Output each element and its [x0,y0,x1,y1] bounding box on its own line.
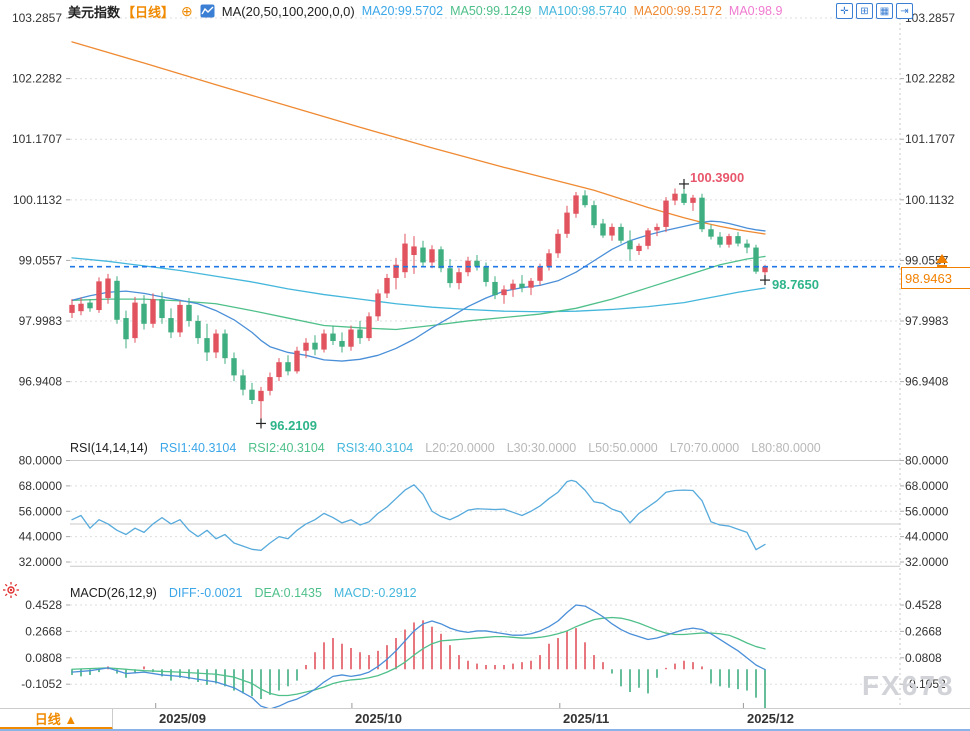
collapse-icon[interactable]: ⇥ [896,3,913,19]
svg-text:0.4528: 0.4528 [25,598,62,612]
svg-text:68.0000: 68.0000 [905,479,949,493]
price-up-arrow-icon [936,254,948,263]
month-label-nov: 2025/11 [563,711,610,726]
price-markers-layer [256,178,770,429]
svg-text:100.1132: 100.1132 [13,193,62,207]
macd-diff-value: DIFF:-0.0021 [168,586,243,600]
major-low-price-label: 96.2109 [270,418,317,433]
period-tab-daily[interactable]: 日线 ▲ [0,709,113,730]
main-window-icon[interactable]: ▦ [876,3,893,19]
svg-text:101.1707: 101.1707 [905,132,955,146]
chart-header: 美元指数 【日线】 ⊕ MA(20,50,100,200,0,0) MA20:99… [68,2,782,20]
rsi-settings[interactable]: RSI(14,14,14) [70,441,148,455]
rsi-l20-value: L20:20.0000 [425,441,495,455]
macd-header: MACD(26,12,9) DIFF:-0.0021 DEA:0.1435 MA… [70,586,417,600]
current-price-box: 98.9463 [901,267,970,289]
rsi-l70-value: L70:70.0000 [669,441,740,455]
month-label-oct: 2025/10 [355,711,402,726]
gridlines-layer [0,17,970,711]
svg-text:32.0000: 32.0000 [19,555,63,569]
svg-text:97.9983: 97.9983 [905,314,949,328]
svg-text:0.0808: 0.0808 [25,651,62,665]
macd-settings[interactable]: MACD(26,12,9) [70,586,157,600]
svg-text:101.1707: 101.1707 [12,132,62,146]
svg-text:44.0000: 44.0000 [19,530,63,544]
rsi-line-layer [71,479,766,552]
month-label-sep: 2025/09 [159,711,206,726]
svg-text:32.0000: 32.0000 [905,555,949,569]
ma-lines-layer [71,41,766,362]
indicator-window-icon[interactable]: ⊞ [856,3,873,19]
macd-lines-layer [71,604,766,710]
rsi-l80-value: L80:80.0000 [751,441,821,455]
rsi-l30-value: L30:30.0000 [506,441,577,455]
svg-text:102.2282: 102.2282 [905,72,955,86]
ma0-value: MA0:98.9 [728,4,783,18]
svg-text:96.9408: 96.9408 [905,375,949,389]
svg-text:56.0000: 56.0000 [905,504,949,518]
rsi-header: RSI(14,14,14) RSI1:40.3104 RSI2:40.3104 … [70,441,821,455]
svg-text:56.0000: 56.0000 [19,504,63,518]
macd-dea-value: DEA:0.1435 [254,586,322,600]
macd-histogram-layer [71,620,766,710]
svg-text:100.1132: 100.1132 [905,193,954,207]
recent-low-price-label: 98.7650 [772,277,819,292]
pan-icon[interactable]: ✛ [836,3,853,19]
ma100-value: MA100:98.5740 [538,4,627,18]
svg-text:80.0000: 80.0000 [905,454,949,468]
svg-text:96.9408: 96.9408 [19,375,63,389]
svg-text:0.2668: 0.2668 [25,624,62,638]
macd-value: MACD:-0.2912 [333,586,417,600]
svg-text:99.0557: 99.0557 [19,253,63,267]
svg-text:80.0000: 80.0000 [19,454,63,468]
axis-labels-layer: 103.2857 103.2857 102.2282 102.2282 101.1707… [12,11,955,691]
period-label: 【日线】 [122,4,175,20]
rsi2-value: RSI2:40.3104 [248,441,325,455]
rsi1-value: RSI1:40.3104 [159,441,237,455]
svg-text:-0.1052: -0.1052 [21,677,62,691]
candles-layer [69,183,768,424]
svg-text:44.0000: 44.0000 [905,530,949,544]
bottom-border [0,729,970,731]
symbol-name: 美元指数 [68,4,121,20]
month-label-dec: 2025/12 [747,711,794,726]
ma200-value: MA200:99.5172 [633,4,722,18]
rsi-l50-value: L50:50.0000 [588,441,658,455]
svg-text:97.9983: 97.9983 [19,314,63,328]
fx678-watermark: FX678 [862,670,955,701]
ma-settings[interactable]: MA(20,50,100,200,0,0) [221,3,355,19]
ma20-value: MA20:99.5702 [361,4,444,18]
price-up-arrow-bar [937,265,947,267]
time-axis-bar: 日线 ▲ 2025/09 2025/10 2025/11 2025/12 [0,708,970,730]
ma50-value: MA50:99.1249 [450,4,532,18]
high-price-label: 100.3900 [690,170,745,185]
svg-text:103.2857: 103.2857 [12,11,62,25]
svg-text:68.0000: 68.0000 [19,479,63,493]
svg-text:0.4528: 0.4528 [905,598,942,612]
svg-text:-0.1052: -0.1052 [905,677,946,691]
rsi3-value: RSI3:40.3104 [336,441,414,455]
chart-toolbar: ✛ ⊞ ▦ ⇥ [836,3,913,19]
line-chart-icon[interactable] [200,4,215,18]
svg-text:0.0808: 0.0808 [905,651,942,665]
live-indicator-icon[interactable] [2,581,20,599]
svg-text:102.2282: 102.2282 [12,72,62,86]
svg-text:103.2857: 103.2857 [905,11,955,25]
add-indicator-icon[interactable]: ⊕ [181,3,193,19]
svg-text:0.2668: 0.2668 [905,624,942,638]
